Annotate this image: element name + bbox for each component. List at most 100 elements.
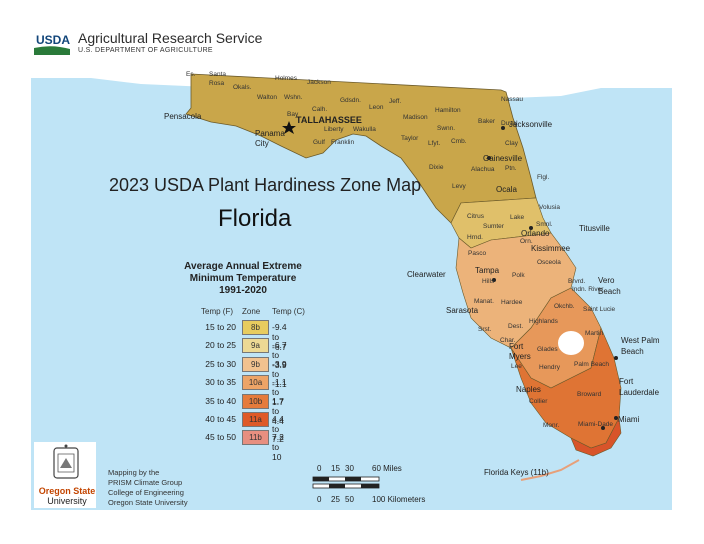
osu-name: Oregon State [38,486,96,496]
florida-keys [520,459,580,481]
label-fort-lauderdale-2: Lauderdale [619,388,660,397]
legend-temp-c: -9.4 to -6.7 [272,322,287,352]
county-label: Pasco [468,250,487,257]
zone-11a-area [570,417,622,457]
legend-swatch: 9b [242,357,269,372]
label-kissimmee: Kissimmee [531,244,571,253]
legend-temp-f: 15 to 20 [205,322,236,332]
credit-line: PRISM Climate Group [108,478,183,487]
label-florida-keys: Florida Keys (11b) [484,468,549,477]
osu-name-2: University [47,496,87,506]
scale-miles-tick: 60 Miles [372,464,402,473]
legend-temp-c: 1.7 to 4.4 [272,396,284,426]
label-jacksonville: Jacksonville [509,120,553,129]
county-label: Swnn. [437,125,456,132]
legend-temp-c: -1.1 to 1.7 [272,377,287,407]
county-label: Miami-Dade [578,421,614,428]
county-label: Clay [505,140,519,147]
county-label: Palm Beach [574,361,610,368]
agency-header: USDA Agricultural Research Service U.S. … [31,28,263,58]
label-west-palm-beach-2: Beach [621,347,644,356]
legend-swatch: 9a [242,338,269,353]
label-pensacola: Pensacola [164,112,202,121]
usda-logo-icon: USDA [34,31,70,55]
county-label: Osceola [537,259,561,266]
county-label: Baker [478,118,495,125]
county-label: Char. [500,337,516,344]
credit-line: Oregon State University [108,498,188,507]
county-label: Rosa [209,80,225,87]
legend-temp-f: 45 to 50 [205,432,236,442]
usda-logo-text: USDA [36,33,70,47]
credit-line: Mapping by the [108,468,160,477]
county-label: Gdsdn. [340,97,361,104]
county-label: Brvrd. [568,278,586,285]
zone-8b-area [185,73,537,224]
county-label: Saint Lucie [583,306,616,313]
legend-header-temp-c: Temp (C) [272,307,305,316]
county-label: Nassau [501,96,524,103]
county-label: Gulf [313,139,325,146]
county-label: Jeff. [389,98,402,105]
legend-temp-f: 25 to 30 [205,359,236,369]
county-label: Hrnd. [467,234,483,241]
legend-temp-f: 20 to 25 [205,340,236,350]
legend-temp-c: 4.4 to 7.2 [272,414,284,444]
county-label: Jackson [307,79,331,86]
label-tallahassee: TALLAHASSEE [296,115,362,125]
county-label: Hamilton [435,107,461,114]
county-label: Orn. [520,238,533,245]
county-label: Collier [529,398,548,405]
legend-title-line: 1991-2020 [219,285,267,296]
scale-km-tick: 25 [331,495,340,504]
label-naples: Naples [516,385,541,394]
county-label: Cmb. [451,138,467,145]
legend-temp-f: 40 to 45 [205,414,236,424]
county-label: Dest. [508,323,524,330]
label-fort-myers: Fort [509,342,524,351]
scale-km-tick: 100 Kilometers [372,495,426,504]
county-label: Santa [209,71,226,78]
county-label: Martin [585,330,604,337]
county-label: Okals. [233,84,252,91]
map-frame: USDA Agricultural Research Service U.S. … [31,28,672,510]
label-miami: Miami [618,415,640,424]
county-label: Hardee [501,299,523,306]
county-label: Madison [403,114,428,121]
legend-header-temp-f: Temp (F) [201,307,233,316]
county-label: Walton [257,94,277,101]
scale-km-tick: 50 [345,495,354,504]
scale-km-tick: 0 [317,495,322,504]
legend-swatch: 11b [242,430,269,445]
scale-miles-tick: 15 [331,464,340,473]
label-fort-myers-2: Myers [509,352,531,361]
agency-name: Agricultural Research Service [78,30,263,46]
lake-okeechobee [558,331,584,355]
legend-temp-c: -3.9 to -1.1 [272,359,287,389]
county-label: Wakulla [353,126,376,133]
county-label: Hendry [539,364,560,371]
county-label: Sumter [483,223,504,230]
label-vero-beach-2: Beach [598,287,621,296]
capital-star-icon [282,121,296,134]
legend-swatch: 10b [242,394,269,409]
label-titusville: Titusville [579,224,610,233]
legend-title-line: Minimum Temperature [189,273,297,284]
legend-temp-c: -6.7 to -3.9 [272,340,287,370]
legend-title: Average Annual Extreme Minimum Temperatu… [183,261,303,297]
county-label: Srst. [478,326,492,333]
florida-map [31,28,672,489]
label-ocala: Ocala [496,185,517,194]
county-label: Indn. River [572,286,604,293]
county-label: Duval [501,120,518,127]
county-label: Okchb. [554,303,575,310]
county-label: Alachua [471,166,495,173]
credit-text: Mapping by the PRISM Climate Group College… [108,468,188,508]
county-label: Smnl. [536,221,553,228]
scale-miles-tick: 0 [317,464,322,473]
legend-swatch: 10a [242,375,269,390]
scale-miles-tick: 30 [345,464,354,473]
legend-temp-c: 7.2 to 10 [272,432,284,462]
map-title: 2023 USDA Plant Hardiness Zone Map [109,175,422,195]
county-label: Holmes [275,75,298,82]
